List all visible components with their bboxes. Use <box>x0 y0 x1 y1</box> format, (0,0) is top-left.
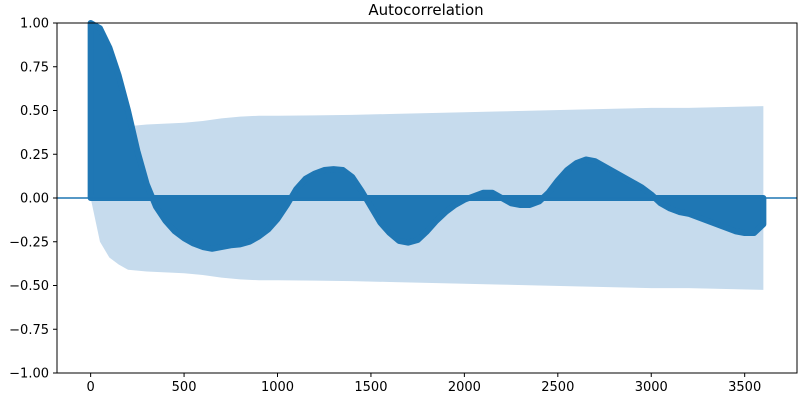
x-axis: 0 500 1000 1500 2000 2500 3000 3500 <box>86 373 761 395</box>
x-tick-label: 0 <box>86 380 94 395</box>
y-tick-label: 0.25 <box>20 148 49 163</box>
acf-area <box>87 20 767 252</box>
y-tick-label: 0.00 <box>20 192 49 207</box>
plot-area <box>57 20 797 290</box>
y-tick-label: −0.25 <box>9 235 49 250</box>
x-tick-label: 3000 <box>635 380 668 395</box>
chart-title: Autocorrelation <box>368 1 483 19</box>
y-tick-label: −0.75 <box>9 323 49 338</box>
y-tick-label: 1.00 <box>20 17 49 32</box>
x-tick-label: 2000 <box>448 380 481 395</box>
x-tick-label: 2500 <box>541 380 574 395</box>
y-tick-label: 0.75 <box>20 60 49 75</box>
y-tick-label: 0.50 <box>20 104 49 119</box>
x-tick-label: 500 <box>172 380 197 395</box>
x-tick-label: 3500 <box>728 380 761 395</box>
x-tick-label: 1000 <box>261 380 294 395</box>
y-tick-label: −1.00 <box>9 367 49 382</box>
y-tick-label: −0.50 <box>9 279 49 294</box>
y-axis: −1.00 −0.75 −0.50 −0.25 0.00 0.25 0.50 0.75 1.00 <box>9 17 57 382</box>
x-tick-label: 1500 <box>354 380 387 395</box>
